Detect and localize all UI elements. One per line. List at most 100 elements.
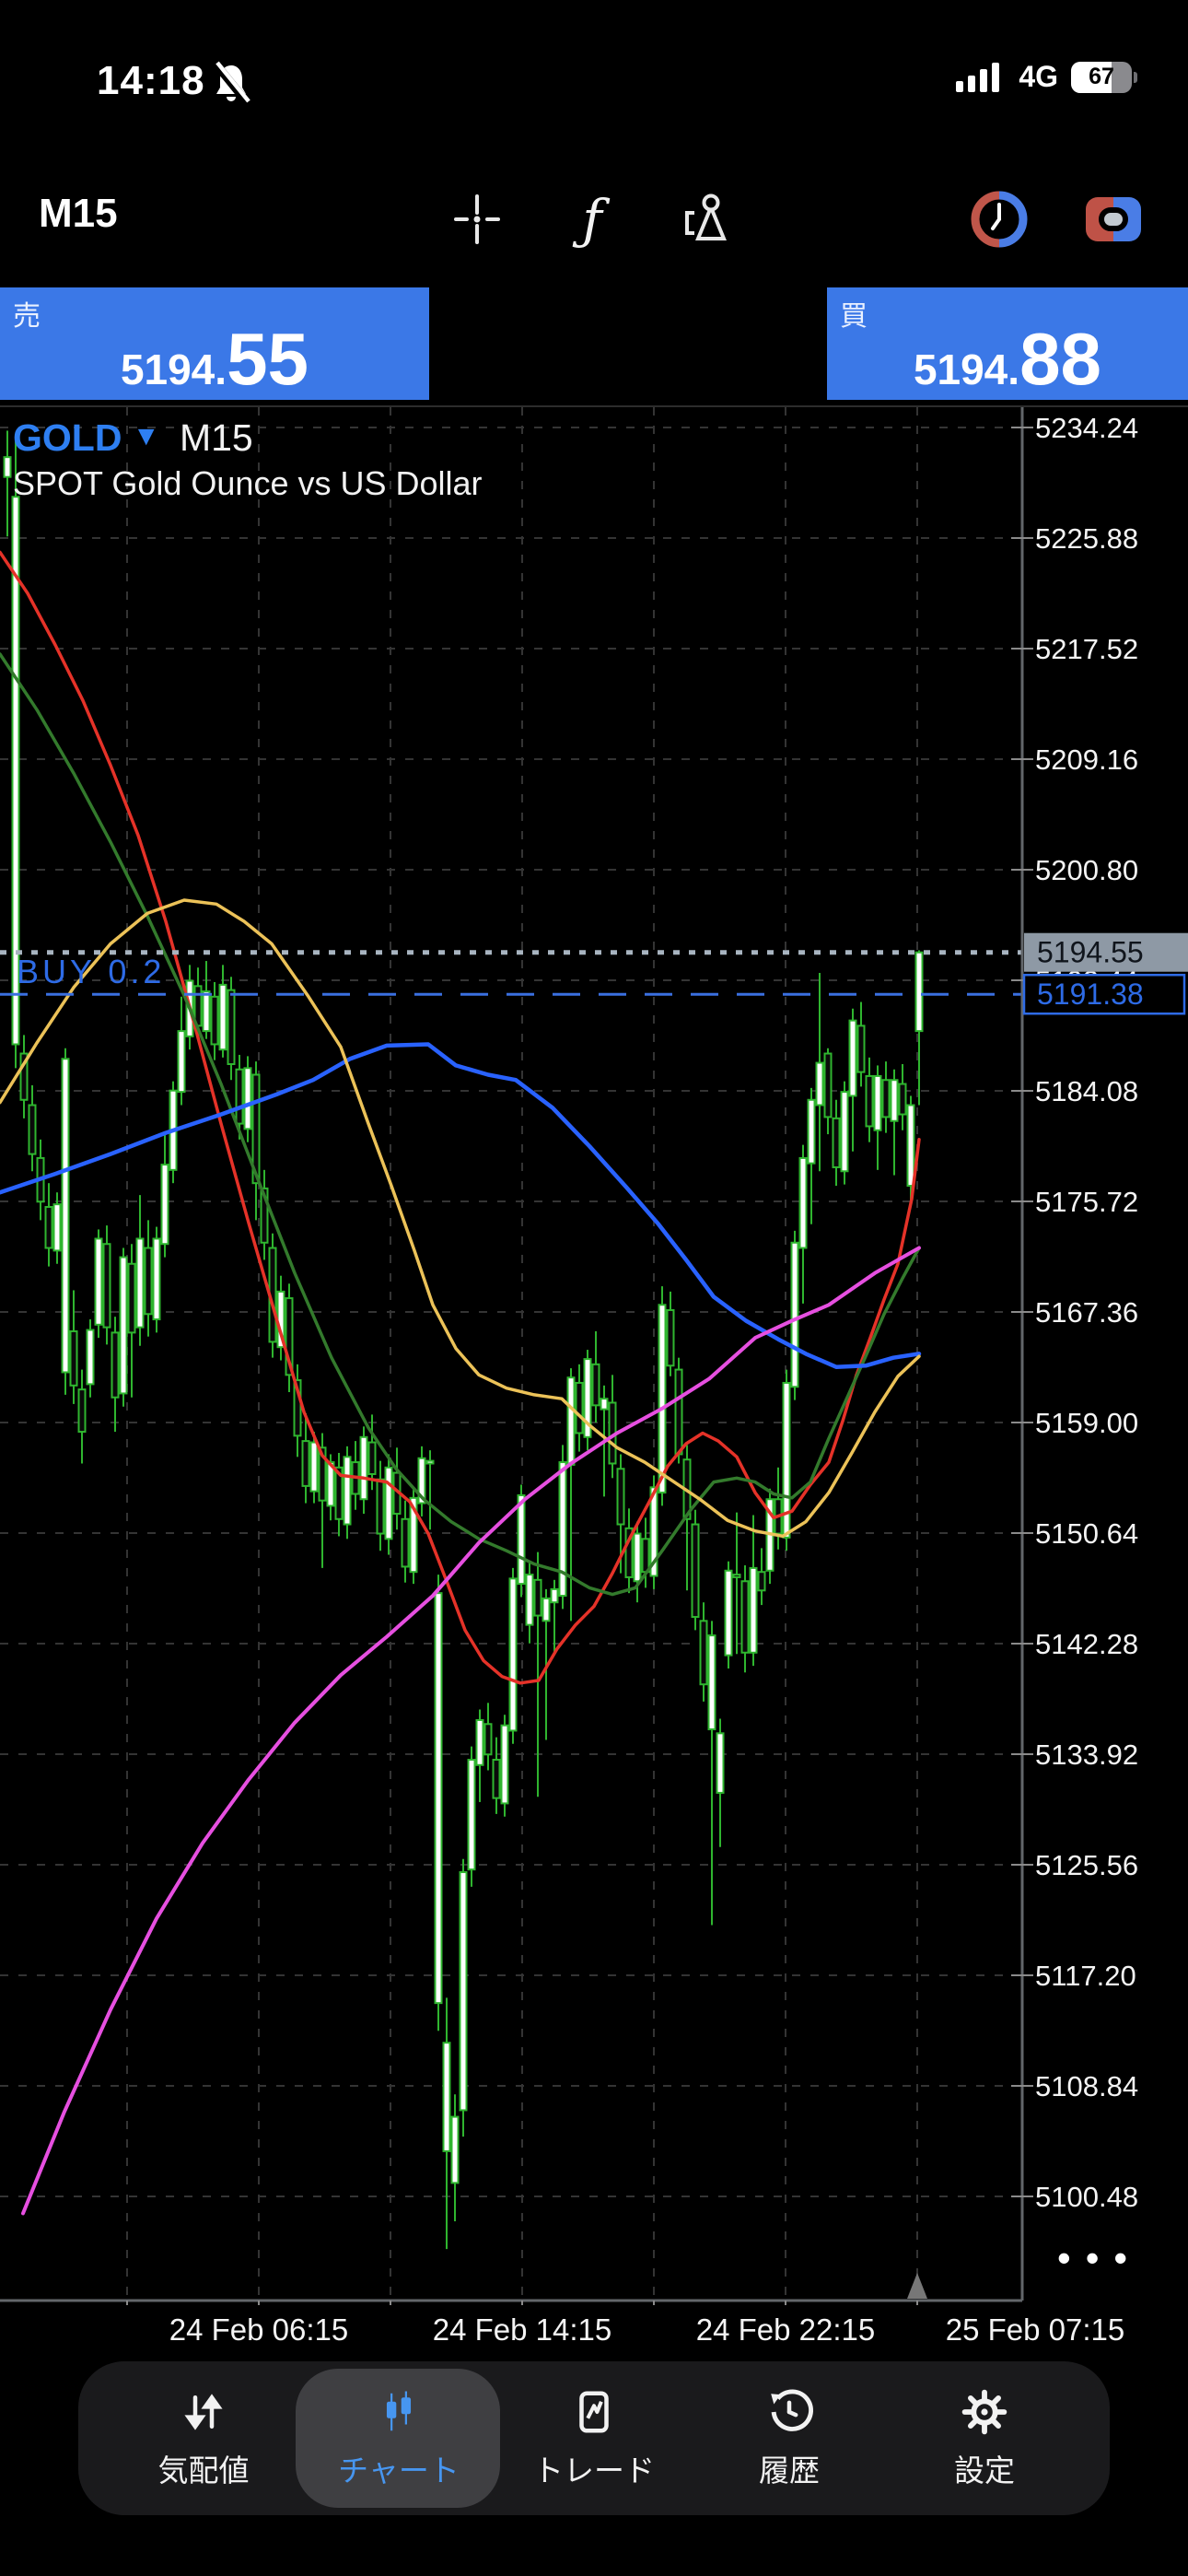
symbol-description: SPOT Gold Ounce vs US Dollar (13, 464, 483, 502)
candle-body (707, 1634, 716, 1731)
candle-body (542, 1597, 551, 1622)
signal-bars-icon (956, 62, 1000, 92)
chart-canvas[interactable]: BUY 0.2 5234.24 5225.88 5217.52 5209.16 5200.… (0, 407, 1188, 2305)
candle-body (309, 1441, 319, 1493)
candle-body (691, 1523, 700, 1619)
time-axis-label: 24 Feb 14:15 (432, 2313, 612, 2347)
bid-price-tag (1024, 932, 1188, 972)
clock-time: 14:18 (97, 58, 205, 103)
candle-body (301, 1440, 310, 1487)
sell-button[interactable]: 売 5194. 55 (0, 287, 429, 400)
candle-body (782, 1381, 791, 1539)
candle-body (583, 1358, 592, 1438)
candle-body (550, 1587, 559, 1604)
crosshair-tool-button[interactable] (436, 178, 518, 261)
price-axis-label: 5142.28 (1035, 1628, 1138, 1660)
candle-body (591, 1363, 600, 1407)
nav-label: 履歴 (759, 2453, 820, 2488)
indicators-button[interactable]: ƒ (551, 178, 634, 261)
candle-body (699, 1620, 708, 1686)
price-axis-label: 5150.64 (1035, 1517, 1138, 1550)
candle-body (334, 1466, 344, 1520)
candle-body (152, 1237, 161, 1321)
network-type-label: 4G (1019, 60, 1058, 93)
market-sessions-button[interactable] (958, 178, 1041, 261)
price-axis-label: 5108.84 (1035, 2070, 1138, 2102)
nav-item-chart[interactable]: チャート (301, 2361, 496, 2515)
buy-button[interactable]: 買 5194. 88 (827, 287, 1188, 400)
buy-price-big: 88 (1019, 318, 1102, 400)
chart-toolbar: M15 ƒ (0, 170, 1188, 276)
dual-color-clock-icon (971, 191, 1028, 248)
candle-body (492, 1759, 501, 1799)
bottom-nav: 気配値 チャート トレード 履歴 (78, 2361, 1110, 2515)
candle-body (558, 1461, 567, 1598)
one-click-trading-button[interactable] (1072, 178, 1155, 261)
candle-body (260, 1187, 269, 1244)
nav-item-settings[interactable]: 設定 (887, 2361, 1082, 2515)
candle-body (119, 1256, 128, 1395)
candle-body (467, 1759, 476, 1871)
time-axis-label: 25 Feb 07:15 (945, 2313, 1125, 2347)
current-candle-marker (907, 2273, 927, 2299)
timeframe-button[interactable]: M15 (39, 191, 118, 236)
candle-body (442, 2042, 451, 2152)
candle-body (160, 1164, 169, 1246)
candle-body (881, 1079, 891, 1118)
candle-body (177, 1030, 186, 1094)
candle-body (359, 1435, 368, 1501)
crosshair-icon (454, 194, 500, 244)
symbol-name[interactable]: GOLD (13, 416, 122, 459)
candle-body (102, 1243, 111, 1329)
candle-body (210, 995, 219, 1046)
symbol-caret-icon: ▼ (132, 421, 160, 451)
price-axis-label: 5209.16 (1035, 744, 1138, 776)
candle-body (865, 1074, 874, 1128)
candle-body (61, 1058, 70, 1374)
time-axis-label: 24 Feb 06:15 (169, 2313, 349, 2347)
candle-body (757, 1571, 766, 1592)
trade-icon (579, 2391, 609, 2432)
price-axis-label: 5175.72 (1035, 1186, 1138, 1218)
candle-body (616, 1468, 625, 1526)
candle-body (28, 1104, 37, 1155)
price-chart[interactable]: BUY 0.2 5234.24 5225.88 5217.52 5209.16 5200.… (0, 405, 1188, 2347)
candle-body (69, 1329, 78, 1387)
settings-gear-icon (961, 2389, 1007, 2434)
quotes-arrows-icon (184, 2393, 223, 2430)
nav-item-history[interactable]: 履歴 (692, 2361, 887, 2515)
candle-body (425, 1459, 435, 1465)
history-clock-icon (771, 2388, 813, 2431)
bell-muted-icon (210, 60, 252, 111)
nav-item-trade[interactable]: トレード (496, 2361, 692, 2515)
candle-body (417, 1457, 426, 1505)
nav-item-quotes[interactable]: 気配値 (106, 2361, 301, 2515)
quote-panel: 売 5194. 55 0.2 買 5194. 88 (0, 287, 1188, 400)
candle-body (483, 1723, 493, 1756)
candle-body (3, 456, 12, 478)
candle-body (517, 1493, 526, 1586)
candle-body (674, 1368, 683, 1456)
candle-body (749, 1566, 758, 1654)
candle-body (86, 1329, 95, 1386)
objects-button[interactable] (665, 178, 748, 261)
battery-percent: 67 (1089, 64, 1114, 89)
symbol-header[interactable]: GOLD ▼ M15 (13, 416, 253, 460)
sell-price-small: 5194. (120, 345, 227, 393)
battery-icon: 67 (1071, 61, 1137, 93)
candle-body (856, 1025, 866, 1073)
status-right-cluster: 4G 67 (956, 60, 1137, 94)
candle-body (235, 1068, 244, 1125)
candle-body (409, 1496, 418, 1574)
candle-body (293, 1379, 302, 1437)
price-axis-label: 5125.56 (1035, 1849, 1138, 1881)
candle-body (251, 1073, 261, 1185)
candle-body (575, 1381, 584, 1434)
status-bar: 14:18 4G 67 (0, 51, 1188, 115)
candle-body (500, 1724, 509, 1805)
chart-overflow-dots[interactable]: ••• (1057, 2236, 1143, 2279)
candle-body (227, 989, 236, 1066)
candle-body (798, 1156, 808, 1249)
candle-body (832, 1117, 841, 1168)
candle-body (600, 1398, 609, 1411)
